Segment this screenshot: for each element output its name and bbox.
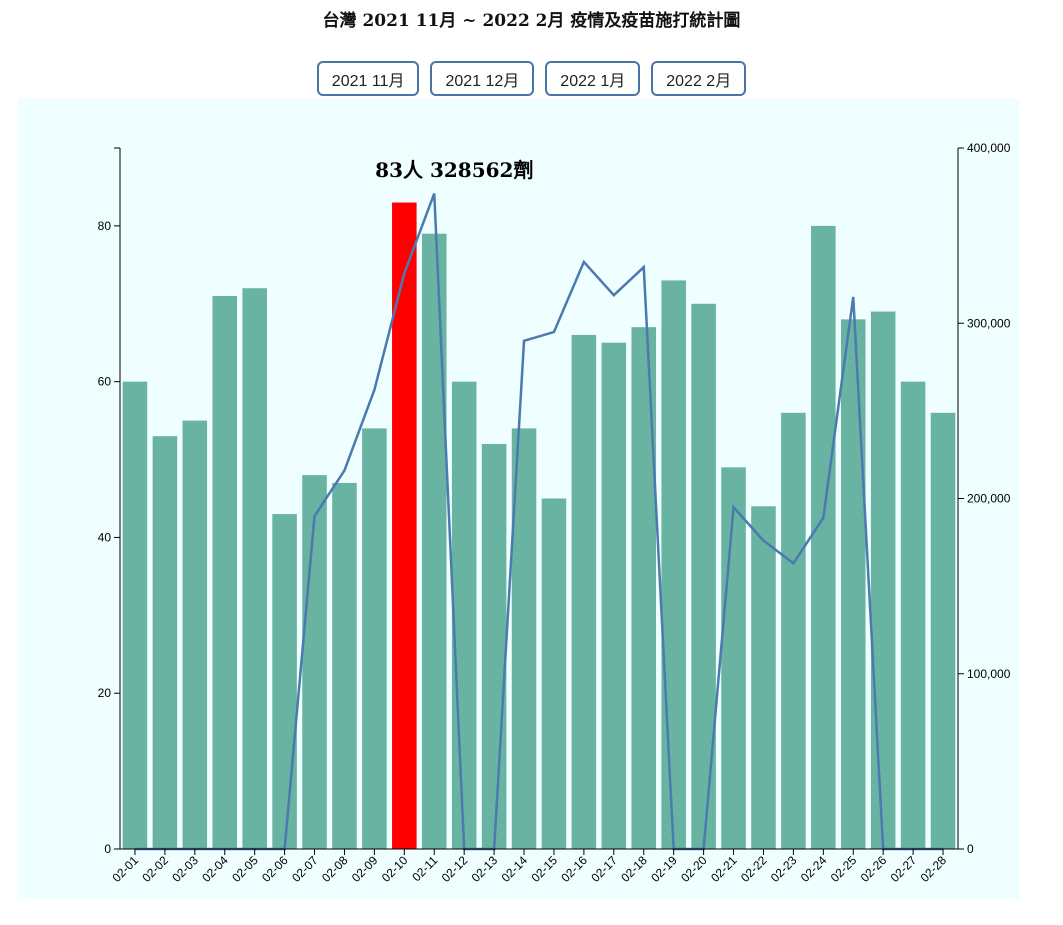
- x-axis-tick-label: 02-03: [169, 853, 201, 885]
- x-axis-tick-label: 02-02: [139, 853, 171, 885]
- x-axis-tick-label: 02-01: [109, 853, 141, 885]
- x-axis-tick-label: 02-20: [678, 853, 710, 885]
- bar: [781, 412, 806, 849]
- bar: [541, 498, 567, 849]
- bar: [631, 327, 657, 850]
- bar: [840, 319, 866, 849]
- left-axis-tick-label: 20: [98, 686, 112, 700]
- highlight-bar: [392, 202, 417, 849]
- x-axis-tick-label: 02-25: [828, 853, 860, 885]
- month-button-2021-12[interactable]: 2021 12月: [430, 61, 535, 96]
- bar: [212, 295, 238, 849]
- left-axis-tick-label: 80: [98, 219, 112, 233]
- bar: [182, 420, 208, 849]
- bar: [362, 428, 387, 849]
- bar: [811, 225, 836, 849]
- bar: [900, 381, 926, 849]
- x-axis-tick-label: 02-24: [798, 853, 830, 885]
- bar: [481, 443, 507, 849]
- month-button-2022-02[interactable]: 2022 2月: [651, 61, 747, 96]
- bar: [870, 311, 896, 850]
- x-axis-tick-label: 02-08: [319, 853, 351, 885]
- month-button-2022-01[interactable]: 2022 1月: [545, 61, 641, 96]
- bar: [421, 233, 447, 849]
- month-button-2021-11[interactable]: 2021 11月: [316, 61, 420, 96]
- x-axis-tick-label: 02-16: [558, 853, 590, 885]
- x-axis-tick-label: 02-07: [289, 853, 321, 885]
- highlight-label: 83人 328562劑: [375, 158, 533, 182]
- x-axis-tick-label: 02-11: [409, 853, 440, 884]
- bar: [122, 381, 148, 849]
- x-axis-tick-label: 02-17: [588, 853, 620, 885]
- x-axis-tick-label: 02-26: [858, 853, 890, 885]
- bar: [272, 514, 297, 849]
- x-axis-tick-label: 02-13: [469, 853, 501, 885]
- right-axis-tick-label: 200,000: [967, 492, 1011, 506]
- right-axis-tick-label: 400,000: [967, 141, 1011, 155]
- x-axis-tick-label: 02-23: [768, 853, 800, 885]
- bar: [332, 482, 357, 849]
- bar: [302, 475, 327, 849]
- x-axis-tick-label: 02-21: [708, 853, 740, 885]
- bar: [661, 280, 686, 849]
- bar: [751, 506, 776, 849]
- left-axis-tick-label: 40: [98, 530, 112, 544]
- bar: [601, 342, 627, 849]
- chart-title: 台灣 2021 11月 ~ 2022 2月 疫情及疫苗施打統計圖: [322, 11, 741, 31]
- right-axis-tick-label: 0: [967, 842, 974, 856]
- bar: [451, 381, 477, 849]
- x-axis-tick-label: 02-09: [349, 853, 381, 885]
- x-axis-tick-label: 02-15: [528, 853, 560, 885]
- x-axis-tick-label: 02-12: [439, 853, 471, 885]
- bar: [930, 412, 956, 849]
- left-axis-tick-label: 0: [104, 842, 111, 856]
- left-axis-tick-label: 60: [98, 375, 112, 389]
- bar: [152, 436, 178, 849]
- x-axis-tick-label: 02-14: [499, 853, 531, 885]
- bar: [721, 467, 746, 849]
- x-axis-tick-label: 02-05: [229, 853, 261, 885]
- month-button-row: 2021 11月 2021 12月 2022 1月 2022 2月: [0, 61, 1063, 96]
- bar: [571, 334, 597, 849]
- x-axis-tick-label: 02-27: [888, 853, 920, 885]
- x-axis-tick-label: 02-28: [918, 853, 950, 885]
- bar: [242, 288, 267, 849]
- right-axis-tick-label: 300,000: [967, 316, 1011, 330]
- x-axis-tick-label: 02-22: [738, 853, 770, 885]
- bar: [691, 303, 716, 849]
- right-axis-tick-label: 100,000: [967, 667, 1011, 681]
- x-axis-tick-label: 02-10: [379, 853, 411, 885]
- x-axis-tick-label: 02-06: [259, 853, 291, 885]
- x-axis-tick-label: 02-18: [618, 853, 650, 885]
- x-axis-tick-label: 02-04: [199, 853, 231, 885]
- x-axis-tick-label: 02-19: [648, 853, 680, 885]
